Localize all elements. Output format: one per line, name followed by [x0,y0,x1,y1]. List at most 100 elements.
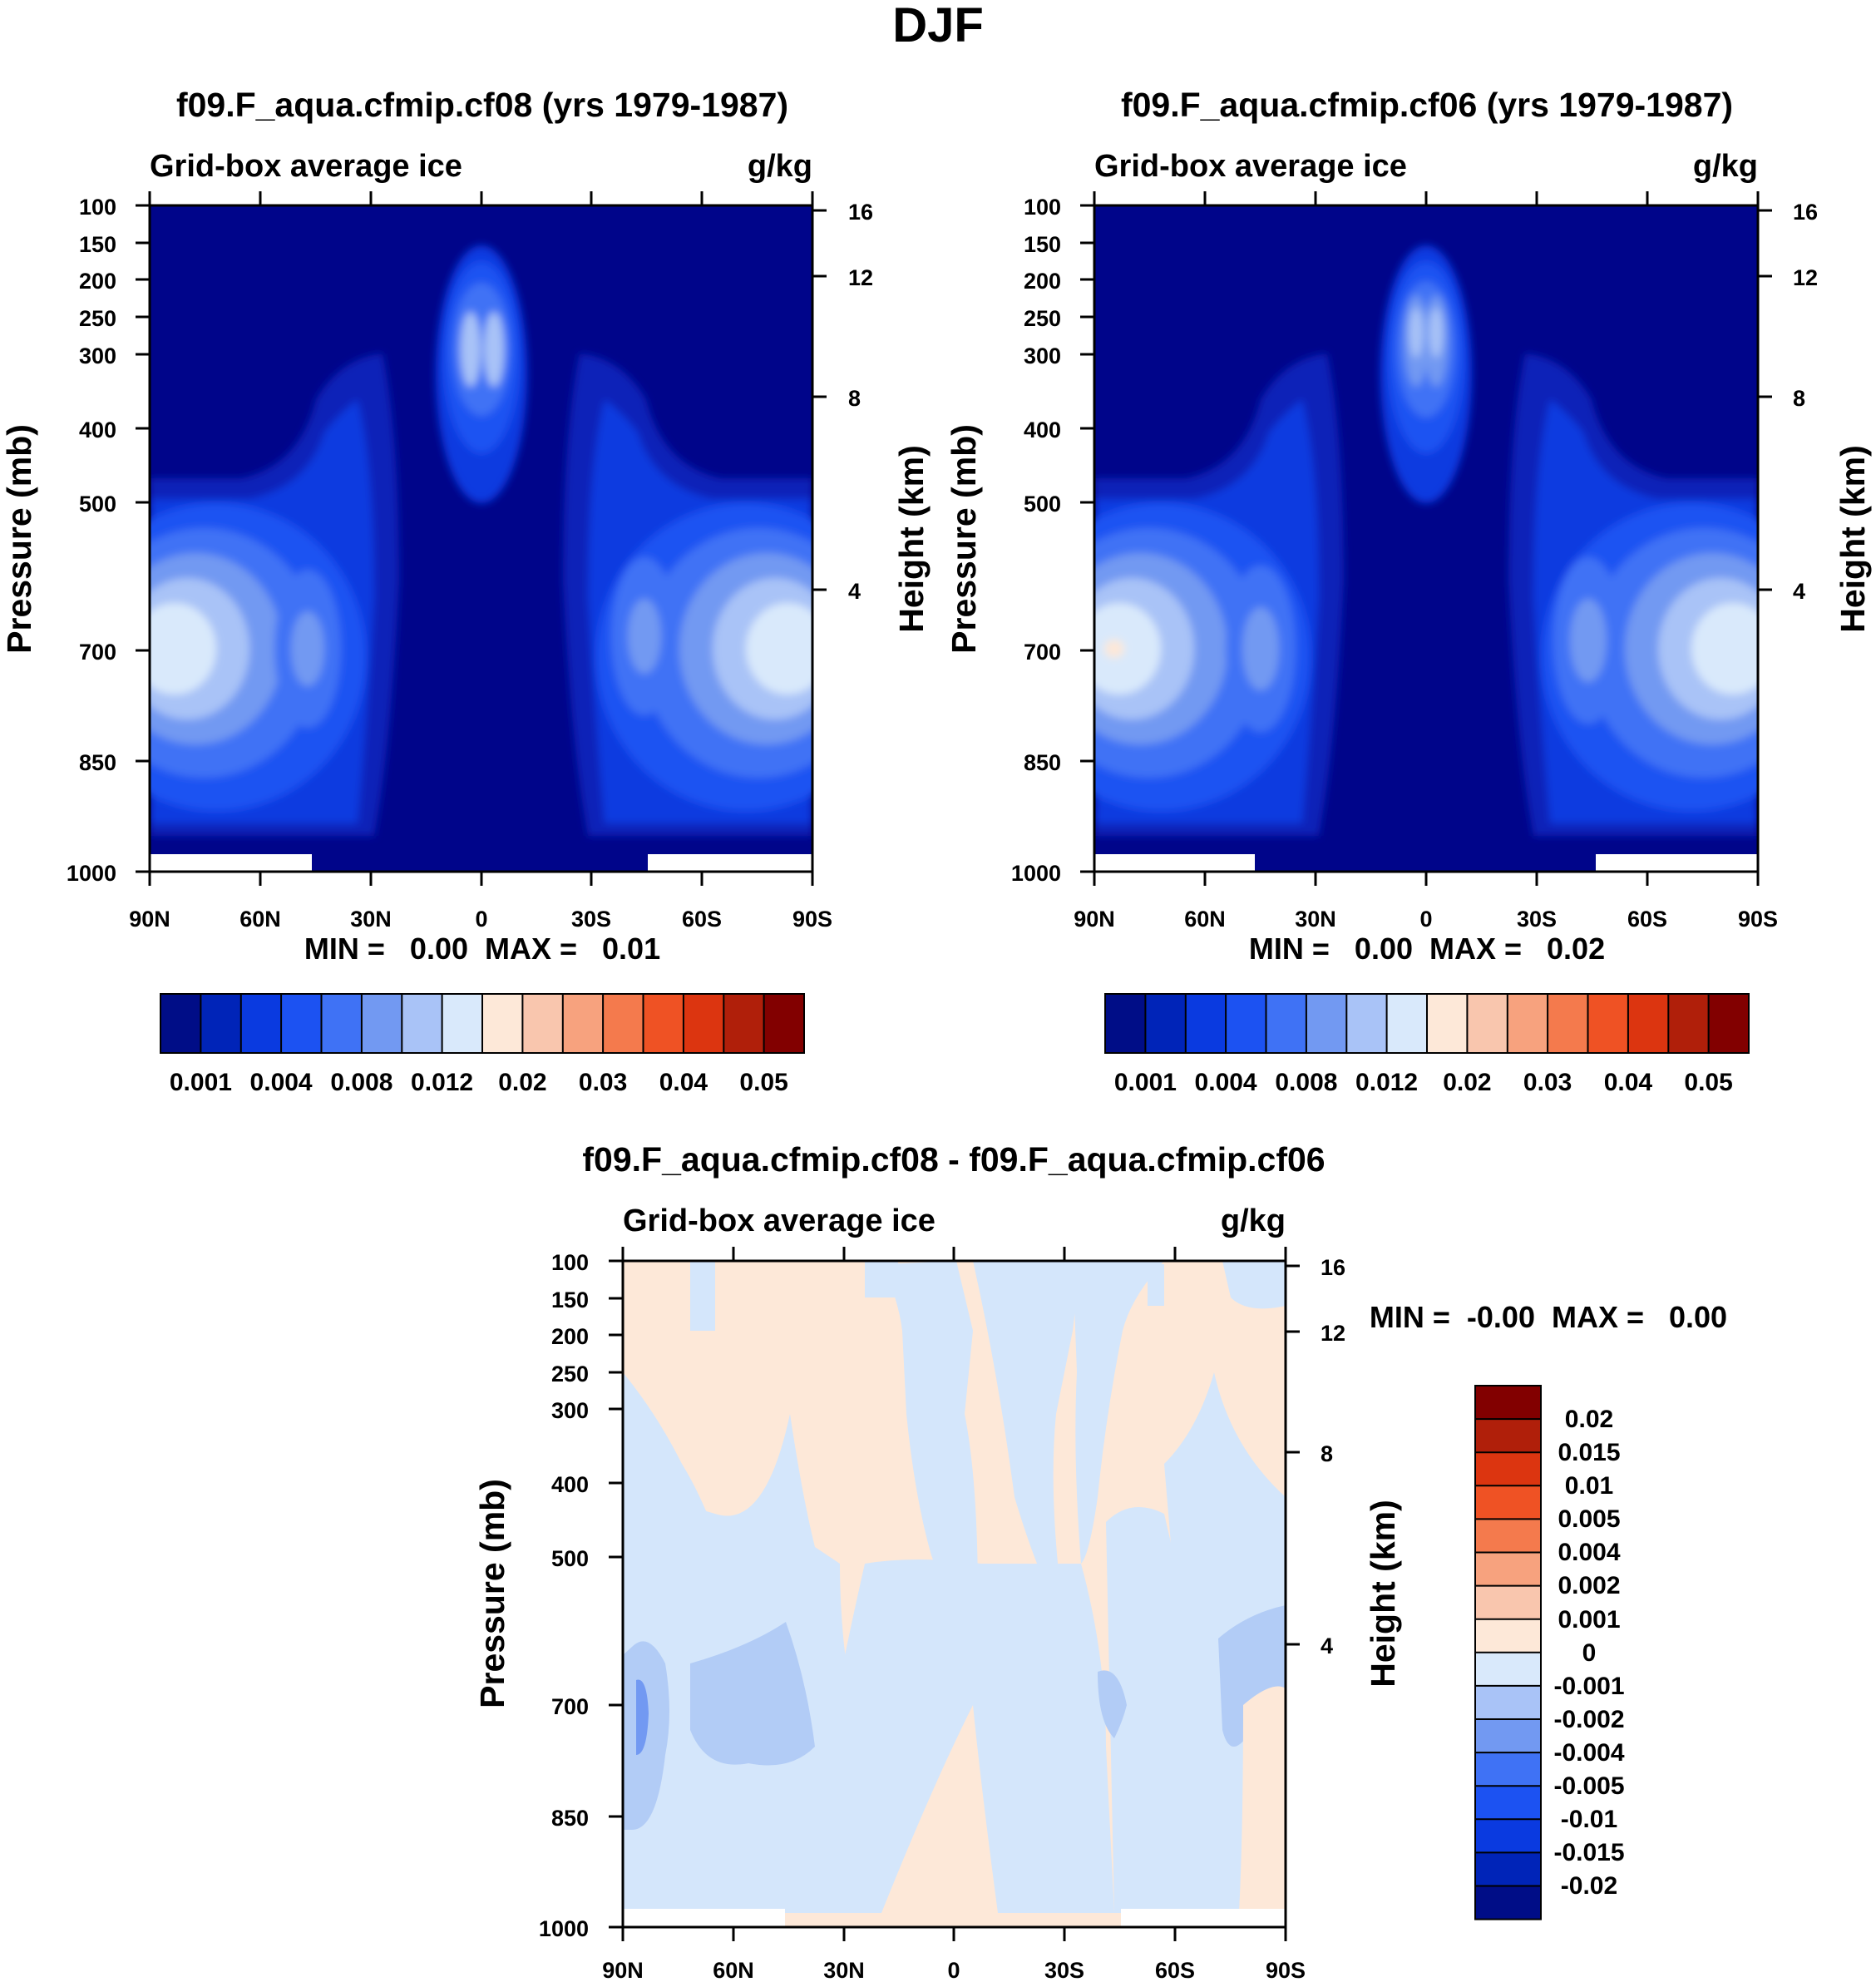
colorbar-swatch [643,994,684,1053]
units-subtitle: g/kg [748,149,812,184]
y-tick-label: 1000 [1011,861,1061,886]
y-tick-label: 300 [79,344,116,368]
missing-data-strip [1094,854,1255,872]
y-tick-label: 100 [79,195,116,220]
y-tick-label: 850 [551,1806,589,1831]
y-tick-label: 500 [79,492,116,517]
figure-title: DJF [892,0,984,52]
panel-title: f09.F_aqua.cfmip.cf08 (yrs 1979-1987) [176,86,788,124]
x-tick-label: 0 [475,907,487,932]
y-tick-label: 300 [551,1398,589,1423]
y-axis-right-label: Height (km) [892,445,931,633]
ice-field-contours [1094,245,1758,836]
panel-difference: f09.F_aqua.cfmip.cf08 - f09.F_aqua.cfmip… [473,1140,1727,1982]
colorbar-label: 0.05 [739,1069,787,1096]
y-tick-label: 400 [1024,418,1061,442]
colorbar-swatch [1475,1752,1541,1787]
y-tick-label: 1000 [539,1916,589,1941]
colorbar-label: 0.004 [1195,1069,1257,1096]
colorbar-swatch [240,994,282,1053]
x-tick-label: 0 [947,1958,960,1982]
colorbar-label: 0 [1582,1639,1597,1667]
x-tick-label: 60N [239,907,281,932]
x-tick-label: 30N [350,907,392,932]
colorbar-swatch [1475,1819,1541,1853]
colorbar-swatch [1475,1719,1541,1753]
y-axis-label: Pressure (mb) [0,424,38,654]
colorbar-swatch [522,994,563,1053]
colorbar-label: -0.001 [1553,1673,1624,1700]
contour-field [150,205,812,872]
colorbar-label: 0.004 [1558,1539,1620,1566]
colorbar-swatch [1475,1552,1541,1586]
x-tick-label: 60S [682,907,722,932]
colorbar-label: 0.008 [330,1069,392,1096]
y-axis-right-label: Height (km) [1834,445,1872,633]
panel-title: f09.F_aqua.cfmip.cf08 - f09.F_aqua.cfmip… [582,1140,1325,1179]
y-tick-label: 250 [551,1362,589,1386]
min-max-label: MIN = -0.00 MAX = 0.00 [1370,1300,1727,1334]
colorbar-swatch [763,994,804,1053]
height-tick-label: 12 [1321,1321,1345,1346]
colorbar-label: 0.005 [1558,1505,1620,1533]
colorbar-label: 0.02 [1443,1069,1491,1096]
x-tick-label: 60S [1627,907,1667,932]
height-tick-label: 8 [1793,386,1805,411]
colorbar-swatch [1475,1886,1541,1920]
y-tick-label: 150 [1024,232,1061,257]
colorbar-swatch [1475,1652,1541,1686]
colorbar-swatch [1475,1419,1541,1453]
colorbar-swatch [1386,994,1427,1053]
colorbar-swatch [1475,1619,1541,1653]
y-tick-label: 700 [1024,640,1061,665]
colorbar-vertical: 0.02 0.015 0.01 0.005 0.004 0.002 0.001 … [1474,1385,1625,1920]
y-tick-label: 700 [79,640,116,665]
x-tick-label: 30N [823,1958,865,1982]
x-tick-label: 90S [1738,907,1778,932]
colorbar-swatch [160,994,201,1053]
colorbar-swatch [1475,1519,1541,1553]
y-tick-label: 850 [79,750,116,775]
colorbar-swatch [402,994,442,1053]
x-tick-label: 90N [1074,907,1115,932]
x-tick-label: 90S [1266,1958,1306,1982]
panel-cf08: f09.F_aqua.cfmip.cf08 (yrs 1979-1987) Gr… [0,86,931,1096]
colorbar-label: 0.012 [1355,1069,1418,1096]
colorbar-label: -0.01 [1561,1806,1617,1833]
height-tick-label: 4 [1793,579,1805,604]
colorbar-swatch [562,994,604,1053]
x-tick-label: 30S [1517,907,1557,932]
colorbar-label: 0.001 [1558,1606,1620,1634]
y-tick-label: 250 [79,306,116,331]
left-subtitle: Grid-box average ice [1094,149,1407,184]
colorbar-swatch [1668,994,1709,1053]
colorbar-label: 0.015 [1558,1439,1620,1466]
colorbar-swatch [1708,994,1749,1053]
colorbar-swatch [1548,994,1588,1053]
colorbar-swatch [1185,994,1227,1053]
y-axis-left: 100 150 200 250 300 400 500 700 850 1000 [1011,195,1094,886]
colorbar-swatch [1475,1852,1541,1886]
missing-data-strip [1121,1909,1286,1927]
colorbar-label: 0.03 [1523,1069,1572,1096]
colorbar-label: 0.03 [579,1069,627,1096]
colorbar-label: -0.015 [1553,1839,1624,1866]
colorbar-label: 0.001 [170,1069,232,1096]
missing-data-strip [150,854,312,872]
y-tick-label: 400 [79,418,116,442]
x-tick-label: 60N [1184,907,1226,932]
colorbar-label: 0.01 [1565,1472,1613,1500]
x-tick-label: 30N [1295,907,1336,932]
colorbar-swatch [1627,994,1669,1053]
height-tick-label: 4 [848,579,861,604]
colorbar-swatch [683,994,724,1053]
y-tick-label: 200 [551,1324,589,1349]
colorbar-swatch [1475,1452,1541,1486]
colorbar-label: -0.004 [1553,1739,1624,1767]
height-tick-label: 16 [1321,1255,1345,1280]
y-axis-right-label: Height (km) [1364,1500,1402,1688]
contour-field [623,1261,1286,1927]
min-max-label: MIN = 0.00 MAX = 0.01 [304,932,660,966]
colorbar-swatch [603,994,644,1053]
x-axis: 90N 60N 30N 0 30S 60S 90S [1074,191,1778,932]
